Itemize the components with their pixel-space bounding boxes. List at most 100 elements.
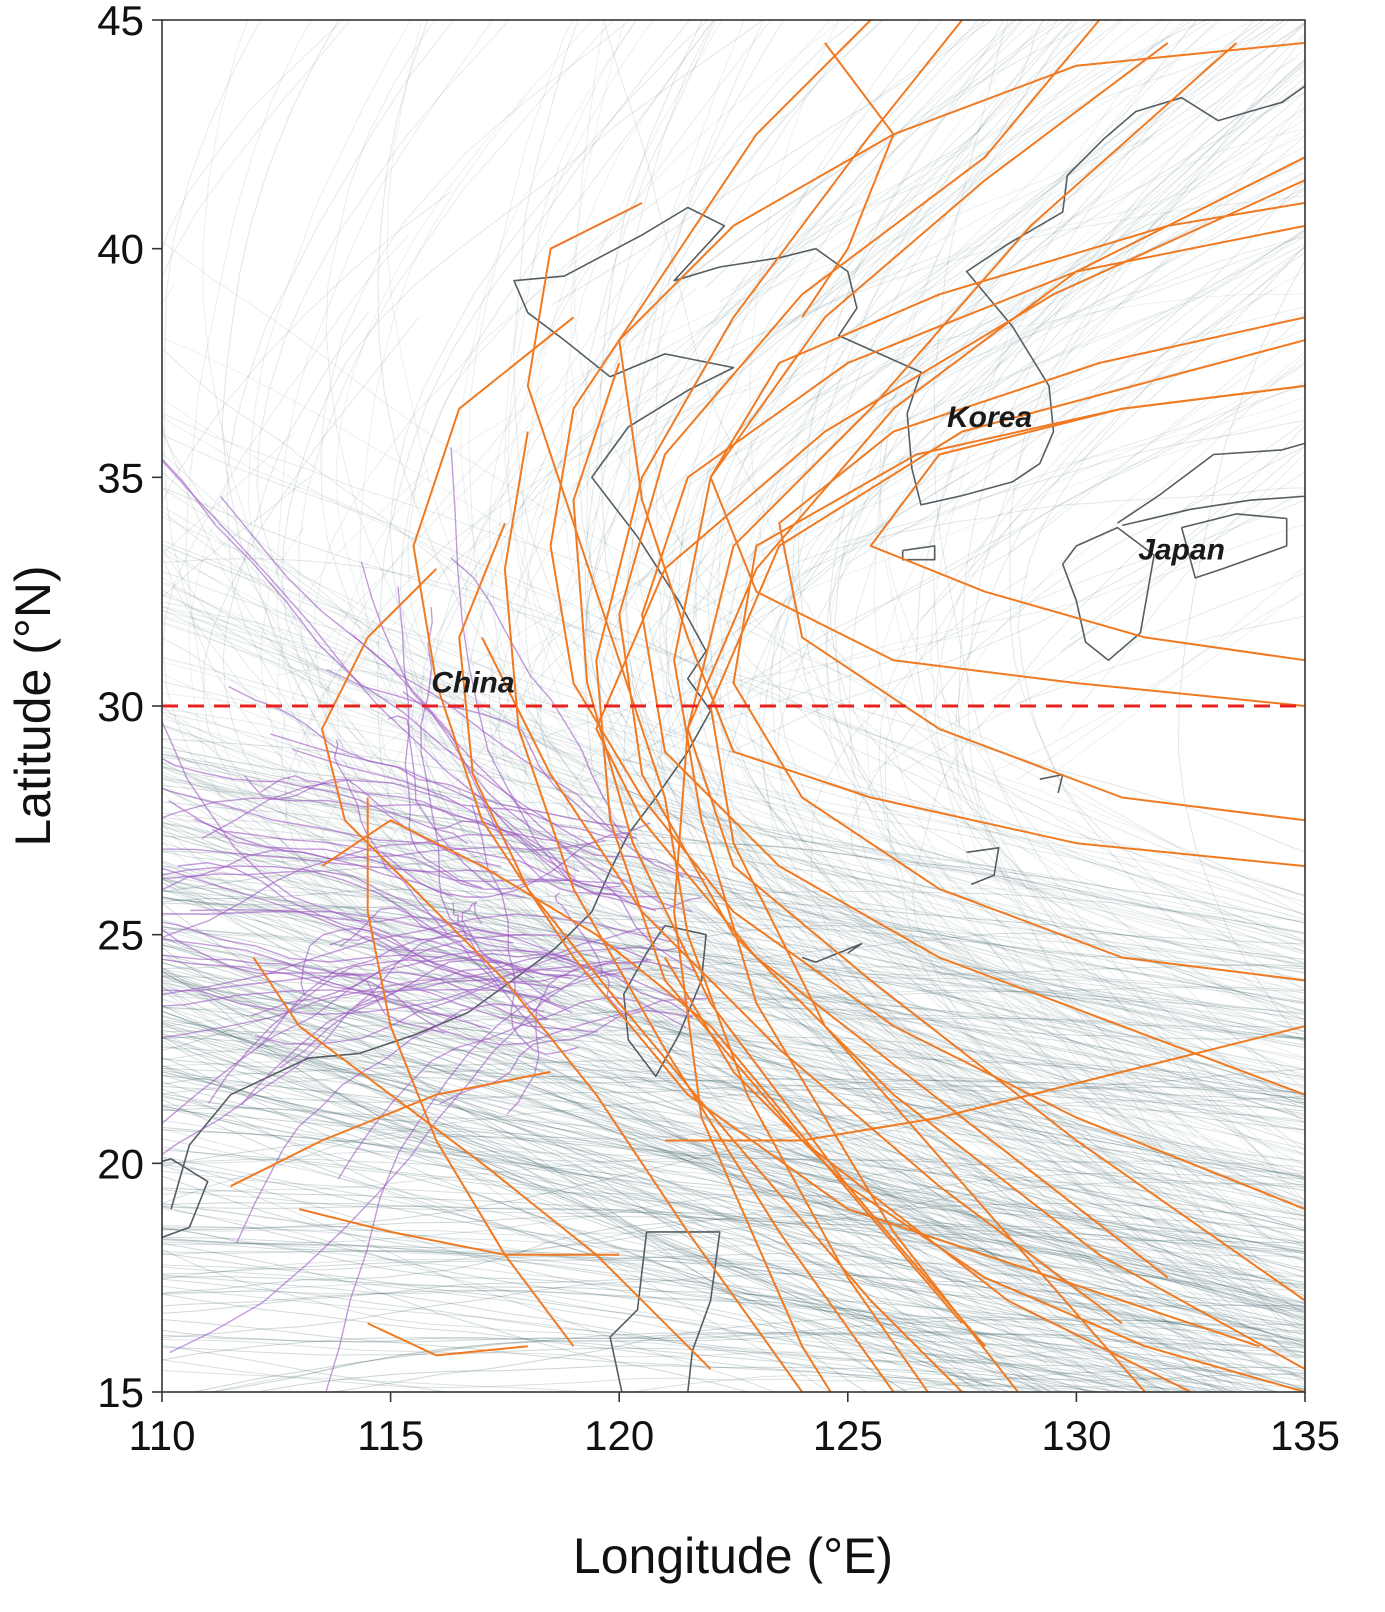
background-track	[162, 932, 1305, 986]
background-track	[162, 873, 1305, 1015]
inland-track	[387, 715, 483, 889]
highlight-track	[618, 41, 1305, 868]
background-track	[162, 878, 1305, 1379]
background-track	[162, 1149, 1305, 1346]
background-track	[162, 1068, 1305, 1124]
background-track	[840, 419, 1305, 544]
inland-track	[461, 901, 551, 1002]
background-track	[162, 771, 1305, 1232]
background-track	[162, 826, 1305, 1245]
background-track	[162, 1036, 1048, 1364]
coastline	[1117, 442, 1305, 524]
background-track	[704, 20, 980, 288]
background-track	[797, 20, 1305, 1080]
background-track	[932, 20, 1305, 1211]
background-track	[162, 1075, 1305, 1258]
background-track	[162, 1033, 1305, 1217]
background-track	[162, 761, 1305, 955]
background-track	[281, 391, 1169, 1392]
background-track	[729, 20, 1287, 292]
inland-track	[162, 457, 602, 852]
background-track	[162, 788, 1305, 1173]
background-track	[825, 20, 1257, 1215]
background-track	[162, 1095, 1305, 1164]
background-track	[162, 747, 1305, 1317]
highlight-track	[412, 316, 1260, 1348]
x-tick-label: 115	[357, 1412, 424, 1459]
background-track	[492, 310, 1166, 1348]
background-track	[162, 1275, 1305, 1332]
coastline	[1121, 495, 1305, 527]
background-track	[574, 20, 1305, 1034]
background-track	[420, 254, 1305, 1104]
background-track	[878, 182, 1305, 437]
background-track	[713, 20, 1022, 327]
background-track	[162, 1283, 1195, 1392]
background-track	[325, 478, 1010, 1392]
background-track	[162, 589, 1305, 1109]
background-track	[162, 964, 1305, 1040]
background-track	[162, 1156, 1217, 1392]
background-track	[498, 20, 1059, 1340]
place-label-korea: Korea	[947, 401, 1032, 434]
highlight-track	[686, 42, 1305, 1302]
background-track	[162, 680, 1305, 1002]
background-track	[162, 888, 1305, 1040]
background-track	[652, 455, 1305, 954]
background-track	[1058, 270, 1305, 447]
background-track	[162, 1338, 1305, 1381]
background-track	[389, 20, 1006, 1248]
background-track	[162, 762, 1305, 1127]
background-track	[714, 20, 1264, 1090]
background-track	[162, 1006, 1305, 1179]
background-track	[162, 1074, 1305, 1381]
background-track	[710, 20, 1142, 1205]
background-track	[665, 20, 1297, 1106]
background-track	[585, 20, 1166, 1156]
background-track	[761, 91, 1305, 1289]
background-track	[162, 724, 1305, 1013]
background-track	[950, 243, 1305, 406]
background-track	[162, 20, 1094, 1335]
background-track	[598, 290, 1305, 1213]
background-track	[162, 865, 1305, 1109]
background-track	[162, 878, 1305, 1132]
background-track	[162, 1158, 1305, 1326]
y-tick-label: 20	[97, 1140, 144, 1187]
background-track	[162, 1250, 1305, 1357]
background-track	[162, 241, 1305, 908]
background-track	[625, 20, 1305, 1275]
background-track	[162, 822, 1305, 1204]
background-track	[247, 20, 1224, 1392]
background-track	[162, 1238, 1305, 1313]
inland-track	[177, 861, 573, 1014]
background-track	[623, 162, 1277, 1376]
background-track	[162, 415, 1305, 971]
background-track	[992, 164, 1305, 315]
background-track	[162, 1293, 1305, 1381]
background-track	[771, 157, 1305, 1096]
background-track	[810, 574, 1305, 1342]
highlight-track	[367, 1322, 528, 1357]
background-track	[162, 750, 1305, 1042]
x-axis-ticks: 110 115 120 125 130 135	[129, 1392, 1340, 1459]
background-track	[162, 806, 1113, 1392]
background-track	[599, 20, 1067, 340]
background-track	[162, 812, 1305, 1120]
background-track	[834, 20, 1281, 1138]
background-track	[162, 982, 1305, 1279]
background-track	[761, 20, 1164, 259]
x-tick-label: 130	[1041, 1412, 1111, 1459]
background-track	[162, 711, 1305, 1335]
background-track	[551, 20, 993, 306]
background-track	[162, 486, 1305, 853]
inland-track	[279, 926, 665, 1069]
background-track	[464, 20, 1165, 1281]
background-track	[335, 20, 1075, 1235]
background-track	[457, 417, 1139, 1392]
y-axis-title: Latitude (°N)	[5, 565, 61, 846]
highlight-track	[673, 42, 1169, 1392]
background-track	[162, 1065, 1093, 1392]
background-track	[724, 98, 1305, 578]
background-track	[844, 180, 1305, 566]
